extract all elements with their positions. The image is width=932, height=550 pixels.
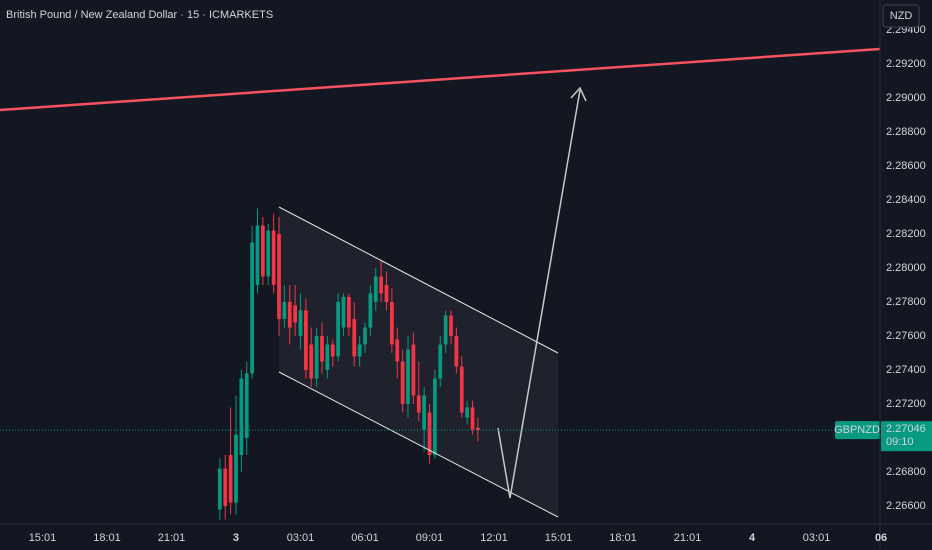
candle-body <box>406 349 410 404</box>
y-tick-label: 2.26600 <box>886 500 926 512</box>
candle-body <box>298 310 303 336</box>
overlay: GBPNZD <box>0 421 880 440</box>
x-tick-label: 3 <box>233 532 239 544</box>
candle-body <box>347 296 351 328</box>
candle-body <box>390 301 394 345</box>
candle-body <box>416 395 421 413</box>
candle-body <box>228 455 233 503</box>
projection-arrow <box>497 89 581 499</box>
candle-body <box>459 366 464 413</box>
candle-body <box>223 468 228 507</box>
candle-body <box>443 315 448 345</box>
candle-body <box>379 276 384 294</box>
currency-label[interactable]: NZD <box>890 10 913 22</box>
candle-body <box>255 225 260 285</box>
arrow-head <box>570 86 587 102</box>
y-tick-label: 2.29000 <box>886 92 926 104</box>
candle-body <box>384 284 389 302</box>
currency-button[interactable] <box>882 4 920 28</box>
candle-body <box>352 318 357 357</box>
candle-body <box>234 434 238 503</box>
candle-body <box>357 344 362 357</box>
symbol-label: GBPNZD <box>834 424 880 436</box>
candle-body <box>314 335 319 379</box>
symbol-tag <box>835 421 880 440</box>
y-tick-label: 2.28000 <box>886 262 926 274</box>
x-tick-label: 15:01 <box>29 532 57 544</box>
candle-body <box>438 344 443 379</box>
candle-body <box>422 395 427 430</box>
x-tick-label: 12:01 <box>480 532 508 544</box>
candles <box>217 208 480 520</box>
resistance-line <box>0 47 881 112</box>
candle-body <box>287 301 292 328</box>
candle-body <box>244 373 249 439</box>
y-tick-label: 2.29200 <box>886 58 926 70</box>
y-tick-label: 2.27600 <box>886 330 926 342</box>
x-tick-label: 21:01 <box>158 532 186 544</box>
last-price-tag <box>881 421 932 452</box>
candle-body <box>266 230 271 277</box>
candle-body <box>433 378 437 456</box>
y-tick-label: 2.28800 <box>886 126 926 138</box>
x-tick-label: 18:01 <box>609 532 637 544</box>
candle-body <box>454 335 459 367</box>
x-tick-label: 18:01 <box>93 532 121 544</box>
x-tick-label: 06 <box>875 532 887 544</box>
candle-body <box>250 242 255 374</box>
y-tick-label: 2.27800 <box>886 296 926 308</box>
candle-body <box>476 427 480 431</box>
candle-body <box>395 339 400 362</box>
candle-body <box>427 412 432 456</box>
y-tick-label: 2.27400 <box>886 364 926 376</box>
x-tick-label: 06:01 <box>351 532 379 544</box>
y-tick-label: 2.28200 <box>886 228 926 240</box>
candle-body <box>239 378 244 456</box>
candle-body <box>368 293 373 328</box>
candle-body <box>363 327 367 345</box>
candle-body <box>309 344 314 379</box>
chart-title: British Pound / New Zealand Dollar · 15 … <box>6 9 273 21</box>
candle-body <box>336 301 341 357</box>
candle-body <box>411 344 416 396</box>
candle-body <box>449 315 453 336</box>
channel-upper <box>278 206 559 354</box>
x-tick-label: 03:01 <box>803 532 831 544</box>
x-tick-label: 03:01 <box>287 532 315 544</box>
countdown-label: 09:10 <box>886 436 914 448</box>
candle-body <box>271 230 276 285</box>
x-tick-label: 21:01 <box>674 532 702 544</box>
candle-body <box>260 225 265 277</box>
candle-body <box>465 407 470 418</box>
candle-body <box>325 344 330 370</box>
candle-body <box>320 335 324 362</box>
y-tick-label: 2.26800 <box>886 466 926 478</box>
candle-body <box>303 310 308 370</box>
candle-body <box>277 233 281 319</box>
candle-body <box>282 301 287 319</box>
candle-body <box>400 361 405 404</box>
candle-body <box>470 407 475 430</box>
axes: 2.266002.268002.270002.272002.274002.276… <box>29 24 932 544</box>
y-tick-label: 2.28600 <box>886 160 926 172</box>
x-tick-label: 09:01 <box>416 532 444 544</box>
candle-body <box>217 468 222 510</box>
candle-body <box>330 344 335 357</box>
last-price-label: 2.27046 <box>886 423 926 435</box>
candle-body <box>373 276 378 302</box>
candle-body <box>293 305 298 323</box>
y-tick-label: 2.27200 <box>886 398 926 410</box>
x-tick-label: 15:01 <box>545 532 573 544</box>
x-tick-label: 4 <box>749 532 756 544</box>
candle-body <box>341 296 346 328</box>
y-tick-label: 2.28400 <box>886 194 926 206</box>
